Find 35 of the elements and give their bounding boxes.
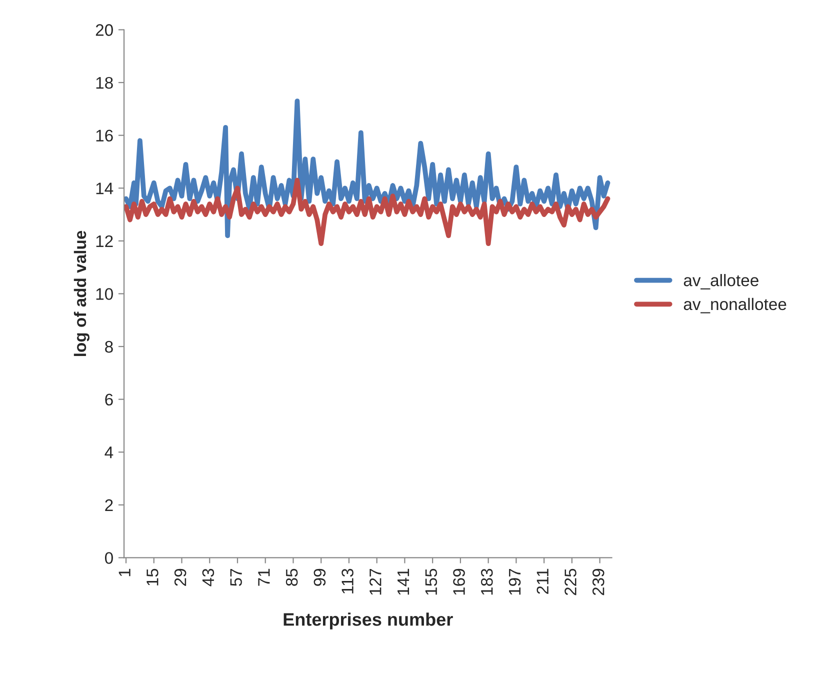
x-tick-label: 225 [564,568,576,596]
x-tick-label: 169 [453,568,465,595]
y-tick-label: 12 [96,235,113,247]
x-tick-label: 239 [592,568,604,596]
x-tick-label: 211 [536,568,548,594]
y-tick-label: 20 [96,24,113,36]
line-series [124,98,610,238]
line-series [124,178,610,246]
legend-label: av_allotee [684,274,758,290]
x-tick-label: 1 [118,568,130,576]
x-tick-label: 57 [230,568,242,586]
y-tick-label: 0 [104,552,113,564]
y-tick-label: 16 [96,130,113,142]
x-tick-label: 127 [370,568,382,595]
x-tick-label: 197 [508,568,521,595]
x-tick-label: 85 [286,568,298,586]
x-tick-label: 43 [202,568,214,586]
x-tick-label: 155 [425,568,438,595]
y-tick-label: 14 [96,182,114,194]
x-tick-label: 15 [146,568,158,586]
y-tick-label: 10 [96,288,113,300]
y-tick-label: 4 [104,446,114,458]
y-tick-label: 2 [105,499,113,511]
y-axis-title: log of add value [74,230,90,356]
x-tick-label: 71 [258,568,270,586]
y-tick-label: 8 [105,340,113,353]
y-tick-label: 6 [105,394,113,406]
x-tick-label: 141 [398,568,410,595]
x-tick-label: 99 [314,568,326,586]
x-tick-label: 183 [480,568,493,595]
x-tick-label: 113 [342,568,354,594]
x-tick-label: 29 [174,568,186,586]
y-tick-label: 18 [96,76,113,89]
legend-label: av_nonallotee [684,298,786,314]
x-axis-title: Enterprises number [284,612,453,630]
